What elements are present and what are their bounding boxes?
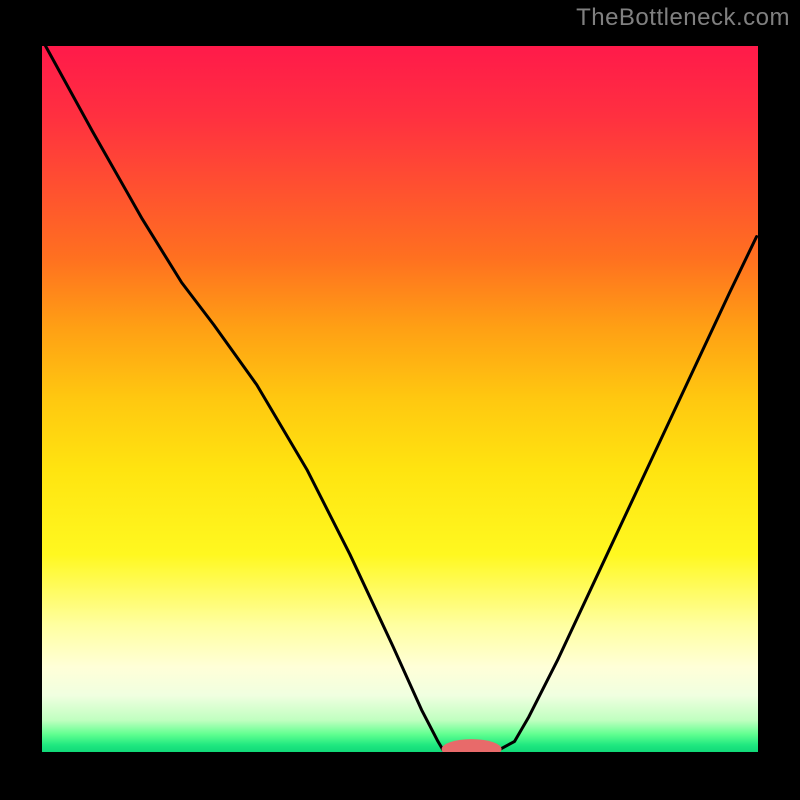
chart-svg [0, 0, 800, 800]
gradient-background [42, 46, 758, 752]
watermark-text: TheBottleneck.com [576, 4, 790, 32]
bottleneck-chart: TheBottleneck.com [0, 0, 800, 800]
